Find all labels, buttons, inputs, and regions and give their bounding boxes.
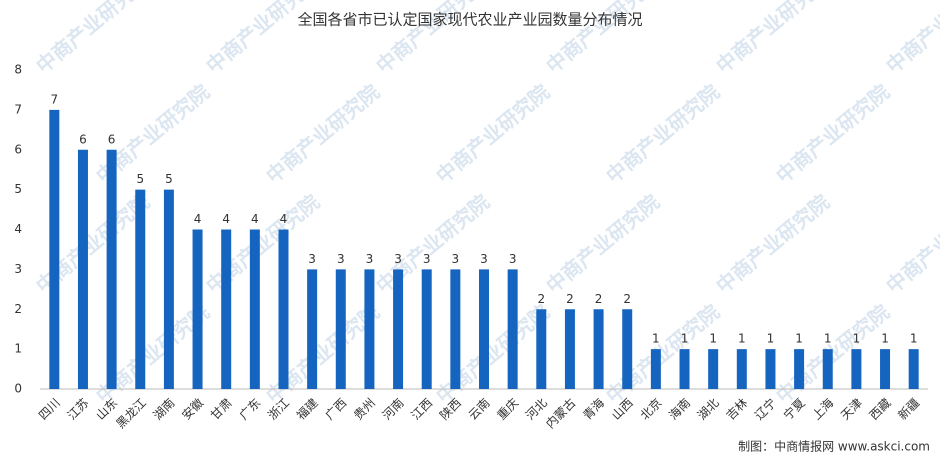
bar bbox=[736, 349, 747, 389]
bar bbox=[536, 309, 547, 389]
data-label: 4 bbox=[194, 212, 202, 226]
bar bbox=[880, 349, 891, 389]
bar bbox=[249, 229, 260, 389]
bar bbox=[393, 269, 404, 389]
bar bbox=[479, 269, 489, 389]
data-label: 6 bbox=[79, 132, 87, 146]
bar bbox=[450, 269, 461, 389]
bar bbox=[77, 149, 88, 389]
bar bbox=[822, 349, 833, 389]
data-label: 3 bbox=[509, 252, 517, 266]
data-label: 2 bbox=[595, 292, 603, 306]
data-label: 1 bbox=[681, 332, 689, 346]
bar bbox=[106, 149, 117, 389]
data-label: 4 bbox=[280, 212, 288, 226]
bar bbox=[335, 269, 346, 389]
bar bbox=[851, 349, 862, 389]
data-label: 3 bbox=[366, 252, 374, 266]
bar bbox=[221, 229, 232, 389]
y-tick-label: 5 bbox=[14, 182, 22, 196]
bar bbox=[765, 349, 776, 389]
data-label: 3 bbox=[394, 252, 402, 266]
data-label: 3 bbox=[452, 252, 460, 266]
data-label: 1 bbox=[910, 332, 918, 346]
y-tick-label: 0 bbox=[14, 382, 22, 396]
data-label: 1 bbox=[881, 332, 889, 346]
bar bbox=[163, 189, 174, 389]
bar bbox=[421, 269, 432, 389]
data-label: 5 bbox=[136, 172, 144, 186]
data-label: 3 bbox=[308, 252, 316, 266]
data-label: 4 bbox=[222, 212, 230, 226]
y-tick-label: 4 bbox=[14, 222, 22, 236]
data-label: 7 bbox=[51, 92, 59, 106]
bar bbox=[364, 269, 375, 389]
bar bbox=[794, 349, 805, 389]
bar bbox=[593, 309, 604, 389]
data-label: 1 bbox=[795, 332, 803, 346]
source: 制图：中商情报网 www.askci.com bbox=[738, 439, 930, 454]
data-label: 1 bbox=[738, 332, 746, 346]
data-label: 5 bbox=[165, 172, 173, 186]
bar bbox=[135, 189, 146, 389]
bar bbox=[49, 109, 60, 389]
data-label: 4 bbox=[251, 212, 259, 226]
bar bbox=[278, 229, 289, 389]
data-label: 1 bbox=[767, 332, 775, 346]
y-tick-label: 1 bbox=[14, 342, 22, 356]
data-label: 1 bbox=[853, 332, 861, 346]
data-label: 2 bbox=[537, 292, 545, 306]
data-label: 6 bbox=[108, 132, 116, 146]
y-tick-label: 3 bbox=[14, 262, 22, 276]
data-label: 1 bbox=[652, 332, 660, 346]
data-label: 3 bbox=[423, 252, 431, 266]
bar bbox=[679, 349, 690, 389]
data-label: 2 bbox=[566, 292, 574, 306]
data-label: 1 bbox=[709, 332, 717, 346]
data-label: 3 bbox=[337, 252, 345, 266]
chart-title: 全国各省市已认定国家现代农业产业园数量分布情况 bbox=[297, 11, 642, 29]
y-tick-label: 2 bbox=[14, 302, 22, 316]
bar bbox=[650, 349, 661, 389]
y-tick-label: 6 bbox=[14, 142, 22, 156]
data-label: 2 bbox=[623, 292, 631, 306]
bar bbox=[564, 309, 575, 389]
bar bbox=[307, 269, 318, 389]
bar bbox=[708, 349, 719, 389]
y-tick-label: 7 bbox=[14, 102, 22, 116]
bar bbox=[507, 269, 518, 389]
y-tick-label: 8 bbox=[14, 63, 22, 77]
bar bbox=[192, 229, 203, 389]
bar bbox=[622, 309, 633, 389]
data-label: 3 bbox=[480, 252, 488, 266]
bar bbox=[908, 349, 919, 389]
data-label: 1 bbox=[824, 332, 832, 346]
